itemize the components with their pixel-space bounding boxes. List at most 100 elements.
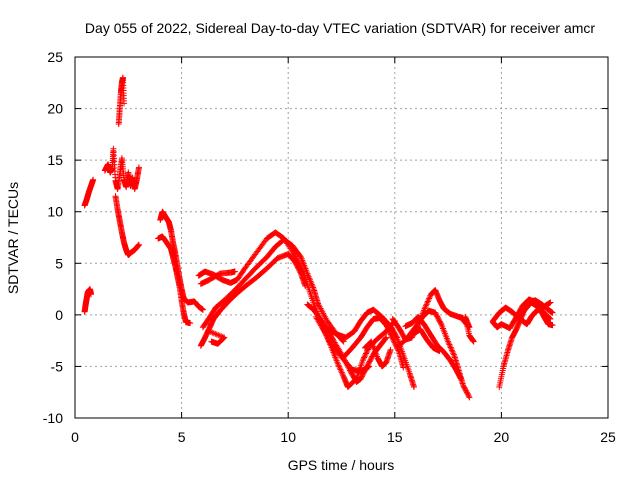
data-point-t18	[424, 299, 431, 306]
data-point-t15	[410, 384, 417, 391]
y-tick-label: 25	[47, 49, 63, 65]
data-point-t14	[361, 354, 368, 361]
x-axis-label: GPS time / hours	[288, 457, 395, 473]
data-point-t14	[338, 369, 345, 376]
data-point-t14	[322, 331, 329, 338]
data-point-t16	[388, 332, 395, 339]
y-tick-label: 5	[55, 255, 63, 271]
data-point-t19	[450, 350, 457, 357]
data-point-t19	[438, 320, 445, 327]
data-point-t14	[361, 353, 368, 360]
x-tick-label: 20	[494, 429, 510, 445]
data-point-t16	[392, 340, 399, 347]
data-point-t12	[215, 332, 222, 339]
y-tick-label: 0	[55, 307, 63, 323]
data-point-t16	[385, 326, 392, 333]
data-point-t12	[207, 328, 214, 335]
x-tick-label: 10	[280, 429, 296, 445]
data-point-t12	[212, 330, 219, 337]
data-point-t16	[391, 339, 398, 346]
data-point-t12	[206, 328, 213, 335]
data-point-t25	[549, 322, 556, 329]
data-point-t16	[395, 347, 402, 354]
data-point-t24	[549, 309, 556, 316]
data-point-t19	[448, 347, 455, 354]
data-point-t14	[360, 355, 367, 362]
data-point-t14	[324, 335, 331, 342]
data-point-t16	[390, 336, 397, 343]
data-point-t12	[221, 334, 228, 341]
chart-title: Day 055 of 2022, Sidereal Day-to-day VTE…	[85, 20, 595, 36]
data-point-t16	[390, 338, 397, 345]
data-point-t9	[297, 252, 304, 259]
data-point-t17	[387, 346, 394, 353]
data-point-t19	[449, 348, 456, 355]
data-point-t14	[320, 326, 327, 333]
data-point-t19	[445, 338, 452, 345]
grid-lines	[75, 57, 608, 418]
data-point-t18	[422, 302, 429, 309]
plot-frame	[74, 56, 609, 419]
y-tick-label: 10	[47, 204, 63, 220]
y-tick-label: 15	[47, 152, 63, 168]
data-point-t4	[135, 241, 142, 248]
data-point-t14	[352, 376, 359, 383]
data-point-t12	[218, 333, 225, 340]
data-point-t16	[385, 327, 392, 334]
data-point-t14	[325, 337, 332, 344]
data-point-t14	[363, 349, 370, 356]
data-point-t19	[448, 345, 455, 352]
y-tick-label: 20	[47, 101, 63, 117]
data-point-t19	[465, 393, 472, 400]
data-point-t18	[422, 304, 429, 311]
data-point-t16	[393, 343, 400, 350]
data-point-t19	[450, 351, 457, 358]
data-point-t23	[547, 315, 554, 322]
data-point-t19	[447, 343, 454, 350]
x-tick-label: 25	[600, 429, 616, 445]
data-point-t12	[210, 330, 217, 337]
data-point-t14	[323, 332, 330, 339]
data-point-t16	[400, 364, 407, 371]
data-point-t16	[394, 346, 401, 353]
data-point-t18	[421, 305, 428, 312]
data-point-t18	[423, 301, 430, 308]
data-point-t12	[216, 332, 223, 339]
data-point-t19	[446, 341, 453, 348]
data-point-t16	[384, 324, 391, 331]
data-point-t11	[231, 268, 238, 275]
data-point-t14	[339, 370, 346, 377]
data-point-t18	[426, 294, 433, 301]
tick-labels: 0 5 10 15 20 25 -10 -5 0 5 10 15 20 25	[43, 49, 616, 445]
data-point-t14	[362, 351, 369, 358]
data-point-t18	[426, 295, 433, 302]
data-point-t3	[135, 164, 142, 171]
data-point-t13	[383, 334, 390, 341]
data-point-t14	[334, 360, 341, 367]
data-point-t12	[213, 331, 220, 338]
data-point-t14	[325, 338, 332, 345]
data-point-t18	[424, 298, 431, 305]
axis-ticks	[74, 56, 609, 419]
data-point-t1	[90, 176, 97, 183]
data-point-t12	[209, 329, 216, 336]
data-point-t19	[447, 344, 454, 351]
data-point-t14	[324, 334, 331, 341]
data-point-t14	[322, 329, 329, 336]
data-point-t14	[335, 362, 342, 369]
data-point-t14	[326, 339, 333, 346]
data-point-t14	[338, 367, 345, 374]
data-point-t26	[547, 299, 554, 306]
data-point-t19	[466, 394, 473, 401]
y-tick-label: -5	[51, 358, 64, 374]
data-point-t15	[393, 333, 400, 340]
data-point-t14	[336, 363, 343, 370]
data-point-t14	[359, 357, 366, 364]
data-point-t12	[219, 333, 226, 340]
data-point-t5	[121, 100, 128, 107]
data-point-t22	[470, 338, 477, 345]
data-point-t18	[425, 297, 432, 304]
data-point-t7	[187, 320, 194, 327]
data-points	[81, 74, 556, 401]
